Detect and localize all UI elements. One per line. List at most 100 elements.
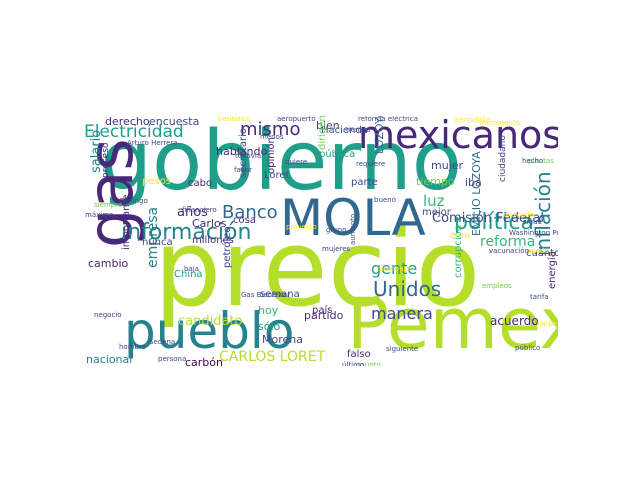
- word-requiere: requiere: [356, 160, 386, 168]
- word-petroleo: petróleo: [222, 226, 233, 268]
- word-proyecto: proyecto: [286, 223, 317, 231]
- word-ultimo: último: [342, 361, 365, 367]
- word-mercado: mercado: [503, 211, 534, 219]
- word-vacunacion: vacunación: [489, 247, 529, 255]
- word-ciudadano: ciudadano: [498, 135, 508, 182]
- word-nadie: nadie: [537, 320, 557, 328]
- word-periodico: periódico: [218, 116, 251, 123]
- word-reforma-electrica: reforma eléctrica: [358, 116, 418, 123]
- word-asunto: asunto: [357, 361, 381, 367]
- word-pemex: Pemex: [347, 283, 558, 365]
- word-financiero: financiero: [182, 206, 217, 214]
- word-hombre: hombre: [119, 343, 147, 351]
- word-puedo: puedo: [527, 247, 549, 255]
- word-persona: persona: [158, 355, 187, 363]
- word-partido: partido: [304, 309, 344, 322]
- word-emilio-lozoya: EMILIO LOZOYA: [470, 151, 483, 236]
- word-cuanto: cuánto: [526, 248, 558, 259]
- word-mismo: mismo: [240, 119, 301, 140]
- word-creo: creo: [450, 231, 470, 241]
- word-mujer: mujer: [431, 159, 464, 172]
- word-negocio: negocio: [94, 311, 122, 319]
- word-informacion: información: [121, 220, 252, 245]
- word-cabo: cabo: [188, 178, 213, 189]
- word-siguiente: siguiente: [386, 345, 419, 353]
- word-tiempo: tiempo: [416, 175, 455, 188]
- word-arturo-herrera: Arturo Herrera: [127, 139, 178, 147]
- word-mujeres: mujeres: [322, 245, 351, 253]
- word-millones: millones: [192, 235, 234, 246]
- word-todavia: todavía: [235, 152, 262, 160]
- word-unidos: Unidos: [373, 277, 442, 301]
- word-gente: gente: [371, 259, 418, 278]
- word-precio: precio: [154, 207, 481, 330]
- word-hablando: hablando: [216, 145, 268, 158]
- word-banco: Banco: [222, 202, 278, 223]
- word-proceso: proceso: [101, 142, 111, 178]
- word-candidato: candidato: [178, 314, 243, 329]
- word-quiere: quiere: [285, 158, 308, 166]
- word-gobierno: gobierno: [100, 116, 462, 209]
- word-bueno: bueno: [374, 196, 396, 204]
- word-semana: semana: [260, 289, 300, 300]
- word-cloud: precio gobierno Pemex MOLA gas pueblo mexicano…: [82, 116, 558, 366]
- word-pais: país: [312, 305, 333, 316]
- word-opinion: opinión: [266, 137, 277, 174]
- word-menos: menos: [260, 133, 284, 141]
- word-hoy: hoy: [258, 304, 279, 317]
- word-publica: pública: [319, 149, 356, 160]
- word-publico: público: [515, 344, 541, 352]
- word-plantas: plantas: [528, 157, 554, 165]
- word-loret: Loret: [264, 170, 290, 181]
- word-carbon: carbón: [185, 356, 223, 366]
- word-china: China: [174, 269, 203, 280]
- word-periodista: periodista: [455, 116, 490, 124]
- word-carlos-loret: CARLOS LORET: [219, 349, 326, 365]
- word-favor: favor: [234, 166, 253, 174]
- word-gas-bienestar: Gas Bienestar: [241, 291, 290, 299]
- word-sedena: Sedena: [149, 338, 176, 346]
- word-parte: parte: [351, 177, 378, 188]
- word-dirigente: dirigente: [317, 116, 328, 150]
- word-reforma: reforma: [480, 234, 536, 250]
- word-morena: Morena: [262, 333, 303, 346]
- word-maximo: máximo: [85, 211, 114, 219]
- word-hecho: hecho: [522, 157, 544, 165]
- word-electricidad: Electricidad: [84, 122, 184, 142]
- word-pueblo: pueblo: [124, 302, 295, 360]
- word-mejor: mejor: [422, 207, 451, 218]
- word-energia: energía: [547, 251, 558, 289]
- word-mola: MOLA: [280, 189, 426, 247]
- word-aeropuerto: aeropuerto: [277, 116, 316, 123]
- word-empleos: empleos: [482, 282, 512, 290]
- word-derecho: derecho: [105, 116, 150, 128]
- word-incremento: incremento: [480, 119, 520, 127]
- word-momento: momento: [377, 265, 411, 273]
- word-encuesta: encuesta: [149, 116, 200, 128]
- word-cosa: cosa: [233, 215, 256, 226]
- word-tiempo: tiempo: [346, 126, 371, 134]
- word-ocoingo: Ocoingo: [119, 197, 148, 205]
- word-solo: sólo: [258, 320, 281, 333]
- word-bien: bien: [316, 119, 340, 132]
- word-comision-federal: Comisión Federal: [432, 211, 544, 226]
- word-hacienda: Hacienda: [321, 125, 368, 136]
- word-grupo: grupo: [326, 226, 347, 234]
- word-nacional: nacional: [86, 353, 133, 366]
- word-nunca: nunca: [142, 237, 173, 248]
- word-sigue: sigue: [523, 218, 542, 226]
- word-pesos: pesos: [142, 176, 172, 187]
- word-luz: luz: [423, 192, 445, 210]
- word-washington-post: Washington Post: [509, 229, 558, 237]
- word-cambio: cambio: [88, 257, 129, 270]
- word-mexicanos: mexicanos: [358, 116, 558, 157]
- word-anos: años: [177, 205, 208, 220]
- word-iba: iba: [465, 176, 482, 189]
- word-acuerdo: acuerdo: [490, 314, 539, 328]
- word-baja: baja: [184, 265, 199, 273]
- word-falso: falso: [347, 349, 371, 360]
- word-politica: política: [454, 210, 534, 235]
- word-tarifa: tarifa: [530, 293, 549, 301]
- word-siempre: siempre: [94, 201, 123, 209]
- word-aumento: aumento: [349, 213, 357, 245]
